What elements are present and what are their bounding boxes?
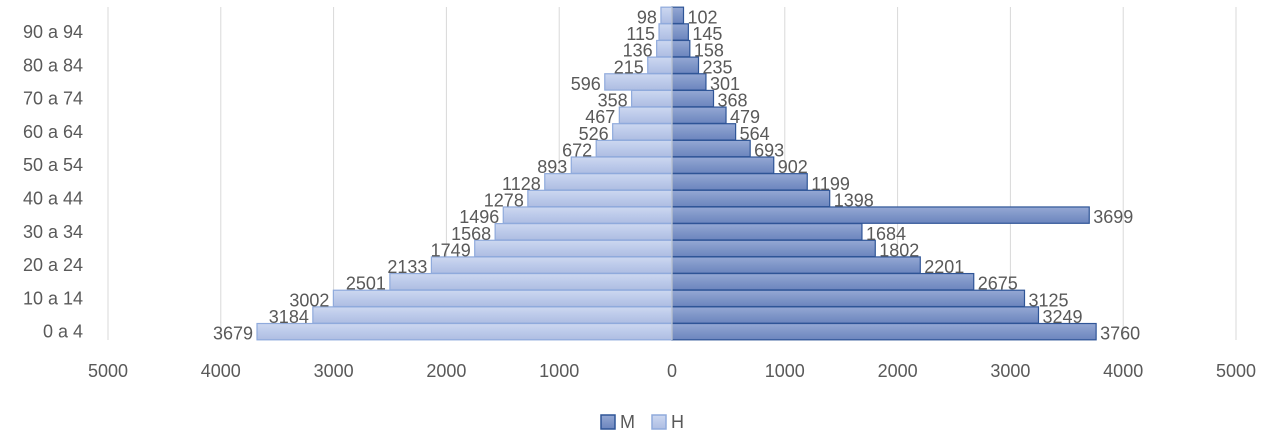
data-label-h-12: 526 <box>579 124 609 144</box>
data-label-h-5: 1749 <box>431 240 471 260</box>
x-tick-label-10: 5000 <box>1216 361 1256 381</box>
legend-label-h: H <box>671 412 684 432</box>
bar-h-7 <box>502 206 673 224</box>
bar-m-14 <box>671 89 715 108</box>
y-tick-label-4: 20 a 24 <box>23 255 83 275</box>
data-label-m-7: 3699 <box>1093 207 1133 227</box>
bar-m-18 <box>671 23 689 41</box>
data-label-m-8: 1398 <box>834 190 874 210</box>
data-label-h-7: 1496 <box>459 207 499 227</box>
bar-h-14 <box>631 89 673 108</box>
y-tick-label-2: 10 a 14 <box>23 288 83 308</box>
data-label-h-14: 358 <box>598 91 628 111</box>
data-label-m-9: 1199 <box>811 174 850 194</box>
legend-swatch-h <box>651 414 667 430</box>
data-label-h-16: 215 <box>614 57 644 77</box>
data-label-m-4: 2201 <box>924 257 964 277</box>
data-label-m-19: 102 <box>688 7 718 27</box>
x-tick-label-8: 3000 <box>990 361 1030 381</box>
bar-m-17 <box>671 39 691 58</box>
bars <box>256 6 1097 341</box>
y-tick-label-10: 50 a 54 <box>23 155 83 175</box>
bar-m-12 <box>671 123 737 141</box>
data-label-h-3: 2501 <box>346 274 386 294</box>
y-tick-label-16: 80 a 84 <box>23 55 83 75</box>
x-tick-label-2: 3000 <box>314 361 354 381</box>
bar-m-15 <box>671 73 707 91</box>
bar-h-12 <box>612 123 673 141</box>
bar-m-5 <box>671 239 876 258</box>
bar-m-1 <box>671 306 1040 324</box>
y-tick-label-14: 70 a 74 <box>23 89 83 109</box>
bar-h-6 <box>494 223 673 241</box>
legend-swatch-m <box>600 414 616 430</box>
data-label-m-0: 3760 <box>1100 324 1140 344</box>
bar-h-5 <box>474 239 673 258</box>
bar-h-3 <box>389 272 673 291</box>
data-label-m-12: 564 <box>740 124 770 144</box>
legend-label-m: M <box>620 412 635 432</box>
x-tick-label-4: 1000 <box>539 361 579 381</box>
data-labels: 3679 3760 3184 3249 3002 3125 2501 2675 2133 2201… <box>213 7 1140 343</box>
x-tick-label-7: 2000 <box>878 361 918 381</box>
data-label-m-15: 301 <box>710 74 740 94</box>
bar-m-19 <box>671 6 685 25</box>
bar-m-8 <box>671 189 831 208</box>
data-label-m-16: 235 <box>703 57 733 77</box>
bar-m-2 <box>671 289 1026 308</box>
data-label-h-1: 3184 <box>269 307 309 327</box>
data-label-h-2: 3002 <box>289 290 329 310</box>
bar-h-8 <box>527 189 673 208</box>
x-tick-label-6: 1000 <box>765 361 805 381</box>
data-label-h-4: 2133 <box>387 257 427 277</box>
y-tick-label-8: 40 a 44 <box>23 188 83 208</box>
data-label-h-18: 115 <box>626 24 655 44</box>
data-label-h-17: 136 <box>623 41 653 61</box>
data-label-h-10: 893 <box>537 157 567 177</box>
data-label-m-17: 158 <box>694 41 724 61</box>
data-label-m-13: 479 <box>730 107 760 127</box>
bar-m-11 <box>671 139 751 158</box>
data-label-m-11: 693 <box>754 141 784 161</box>
data-label-h-15: 596 <box>571 74 601 94</box>
data-label-m-6: 1684 <box>866 224 906 244</box>
x-tick-label-9: 4000 <box>1103 361 1143 381</box>
bar-m-0 <box>671 322 1097 341</box>
x-axis-tick-labels: 5000 4000 3000 2000 1000 0 1000 2000 3000 4000 500… <box>88 361 1256 381</box>
bar-h-1 <box>312 306 673 324</box>
legend: M H <box>600 412 684 432</box>
bar-m-6 <box>671 223 863 241</box>
data-label-m-14: 368 <box>718 91 748 111</box>
x-tick-label-1: 4000 <box>201 361 241 381</box>
data-label-m-18: 145 <box>692 24 722 44</box>
data-label-h-0: 3679 <box>213 324 253 344</box>
x-tick-label-0: 5000 <box>88 361 128 381</box>
x-tick-label-5: 0 <box>667 361 677 381</box>
data-label-m-5: 1802 <box>879 240 919 260</box>
data-label-m-10: 902 <box>778 157 808 177</box>
bar-h-0 <box>256 322 673 341</box>
data-label-h-19: 98 <box>637 7 657 27</box>
y-axis-tick-labels: 0 a 4 10 a 14 20 a 24 30 a 34 40 a 44 50 a 54… <box>23 22 83 342</box>
bar-h-18 <box>658 23 673 41</box>
x-tick-label-3: 2000 <box>426 361 466 381</box>
y-tick-label-12: 60 a 64 <box>23 122 83 142</box>
data-label-h-8: 1278 <box>484 190 524 210</box>
bar-h-19 <box>660 6 673 25</box>
bar-m-7 <box>671 206 1090 224</box>
data-label-h-6: 1568 <box>451 224 491 244</box>
y-tick-label-18: 90 a 94 <box>23 22 83 42</box>
y-tick-label-0: 0 a 4 <box>43 322 83 342</box>
data-label-m-2: 3125 <box>1029 290 1069 310</box>
y-tick-label-6: 30 a 34 <box>23 222 83 242</box>
data-label-m-1: 3249 <box>1042 307 1082 327</box>
data-label-h-9: 1128 <box>502 174 541 194</box>
data-label-h-11: 672 <box>562 141 592 161</box>
data-label-h-13: 467 <box>585 107 615 127</box>
data-label-m-3: 2675 <box>978 274 1018 294</box>
bar-h-17 <box>656 39 673 58</box>
